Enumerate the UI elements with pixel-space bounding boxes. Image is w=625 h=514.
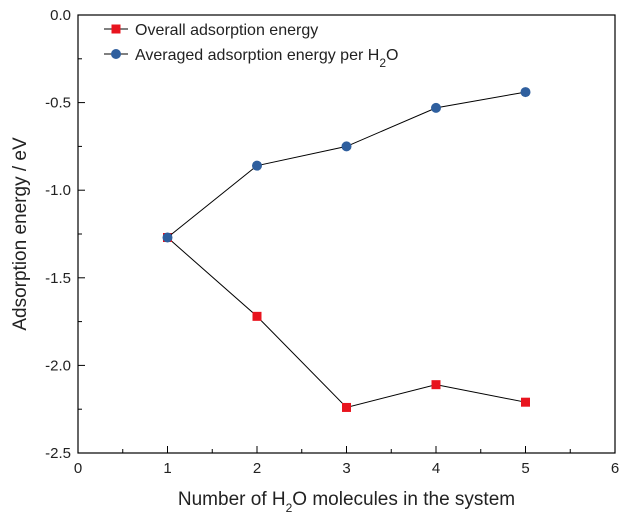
y-tick-label: 0.0: [50, 7, 71, 24]
data-point-square: [521, 397, 530, 407]
x-tick-label: 0: [74, 460, 82, 477]
x-tick-label: 3: [342, 460, 350, 477]
series-1: [163, 233, 530, 412]
y-tick-label: -2.5: [45, 445, 71, 462]
x-tick-label: 6: [611, 460, 619, 477]
data-point-square: [431, 380, 441, 390]
x-axis-title: Number of H2O molecules in the system: [178, 489, 515, 514]
x-tick-label: 1: [163, 460, 171, 477]
y-axis-title: Adsorption energy / eV: [10, 137, 31, 331]
legend-label: Overall adsorption energy: [135, 22, 318, 39]
x-tick-label: 4: [432, 460, 440, 477]
data-point-circle: [431, 102, 441, 113]
legend-entry-1: Overall adsorption energy: [104, 22, 318, 39]
x-tick-label: 2: [253, 460, 261, 477]
data-point-square: [342, 402, 351, 412]
y-tick-label: -1.0: [45, 182, 71, 199]
data-point-square: [252, 311, 262, 321]
legend-entry-2: Averaged adsorption energy per H2O: [104, 47, 398, 70]
data-point-circle: [252, 160, 262, 171]
y-tick-label: -2.0: [45, 357, 71, 374]
legend-marker: [111, 24, 121, 34]
y-tick-label: -1.5: [45, 270, 71, 287]
x-tick-label: 5: [521, 460, 529, 477]
series-2: [162, 87, 531, 243]
data-point-circle: [162, 232, 173, 243]
series-line: [167, 237, 526, 409]
legend-marker: [111, 49, 121, 59]
y-tick-label: -0.5: [45, 95, 71, 112]
legend-label: Averaged adsorption energy per H2O: [135, 47, 398, 70]
plot-frame: [77, 14, 616, 454]
data-point-circle: [341, 141, 352, 152]
data-point-circle: [520, 87, 531, 98]
series-line: [167, 91, 526, 238]
